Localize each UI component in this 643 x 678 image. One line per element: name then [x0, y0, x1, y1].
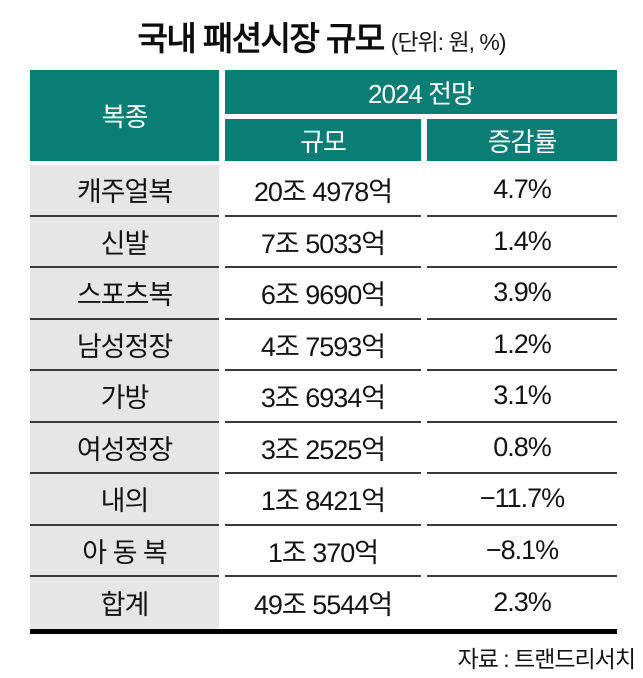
size-cell: 1조 370억	[225, 525, 421, 577]
rate-cell: 3.1%	[427, 371, 617, 423]
category-cell: 내의	[30, 474, 219, 526]
size-cell: 1조 8421억	[225, 474, 421, 526]
page-title: 국내 패션시장 규모	[137, 20, 385, 57]
table-bottom-rule	[30, 628, 617, 634]
rate-cell: −11.7%	[427, 474, 617, 526]
size-cell: 7조 5033억	[225, 216, 421, 268]
category-cell-total: 합계	[30, 577, 219, 629]
size-cell: 4조 7593억	[225, 319, 421, 371]
table-body: 캐주얼복 20조 4978억 4.7% 신발 7조 5033억 1.4% 스포츠…	[30, 165, 617, 629]
category-cell: 캐주얼복	[30, 165, 219, 217]
rate-cell: 1.2%	[427, 319, 617, 371]
category-cell: 아 동 복	[30, 525, 219, 577]
category-cell: 남성정장	[30, 319, 219, 371]
header-cell-growth-rate: 증감률	[427, 119, 617, 161]
rate-cell: 4.7%	[427, 165, 617, 217]
header-cell-size: 규모	[225, 119, 421, 161]
rate-cell: 1.4%	[427, 216, 617, 268]
size-cell: 6조 9690억	[225, 268, 421, 320]
category-cell: 스포츠복	[30, 268, 219, 320]
category-cell: 여성정장	[30, 422, 219, 474]
table-header: 복종 2024 전망 규모 증감률	[30, 70, 617, 161]
rate-cell-total: 2.3%	[427, 577, 617, 629]
category-cell: 신발	[30, 216, 219, 268]
title-block: 국내 패션시장 규모 (단위: 원, %)	[0, 12, 643, 60]
header-cell-2024-forecast: 2024 전망	[225, 70, 617, 114]
header-cell-category: 복종	[30, 70, 219, 161]
size-cell-total: 49조 5544억	[225, 577, 421, 629]
size-cell: 3조 6934억	[225, 371, 421, 423]
rate-cell: 0.8%	[427, 422, 617, 474]
size-cell: 20조 4978억	[225, 165, 421, 217]
unit-note: (단위: 원, %)	[390, 29, 507, 55]
rate-cell: 3.9%	[427, 268, 617, 320]
category-cell: 가방	[30, 371, 219, 423]
fashion-market-table: 복종 2024 전망 규모 증감률 캐주얼복 20조 4978억 4.7% 신발…	[30, 70, 617, 634]
source-note: 자료 : 트랜드리서치	[457, 646, 636, 672]
size-cell: 3조 2525억	[225, 422, 421, 474]
rate-cell: −8.1%	[427, 525, 617, 577]
